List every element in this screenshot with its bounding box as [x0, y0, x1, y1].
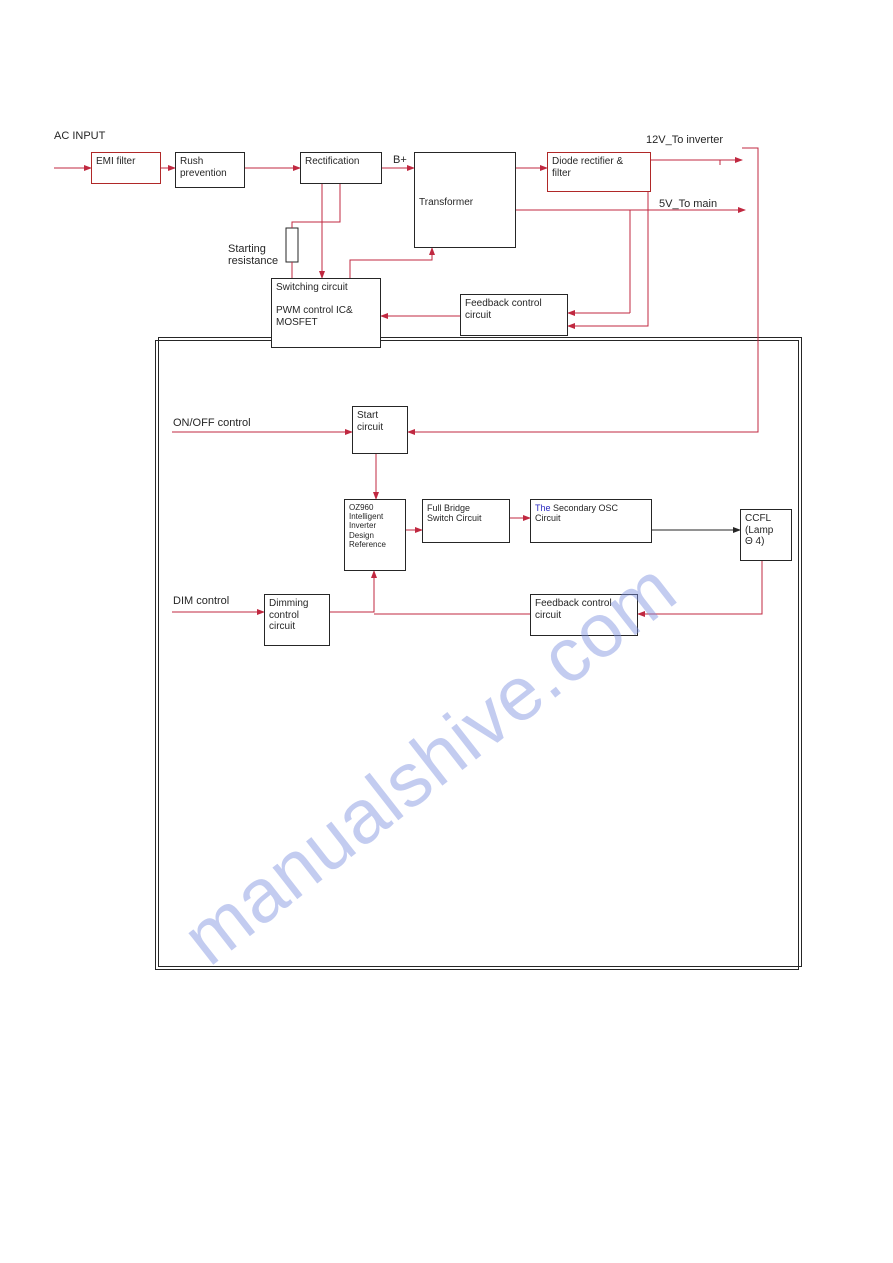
block-emi: EMI filter	[91, 152, 161, 184]
block-bridge: Full BridgeSwitch Circuit	[422, 499, 510, 543]
block-dimc: Dimmingcontrolcircuit	[264, 594, 330, 646]
label-b-plus: B+	[393, 154, 407, 166]
label-starting: Startingresistance	[228, 243, 278, 267]
label-dim: DIM control	[173, 595, 229, 607]
block-oz: OZ960IntelligentInverterDesignReference	[344, 499, 406, 571]
block-start: Startcircuit	[352, 406, 408, 454]
label-ac-input: AC INPUT	[54, 130, 105, 142]
block-fb2: Feedback controlcircuit	[530, 594, 638, 636]
block-ccfl: CCFL(LampΘ 4)	[740, 509, 792, 561]
block-fb1: Feedback controlcircuit	[460, 294, 568, 336]
block-rush: Rushprevention	[175, 152, 245, 188]
label-onoff: ON/OFF control	[173, 417, 251, 429]
block-rect: Rectification	[300, 152, 382, 184]
block-switch: Switching circuitPWM control IC&MOSFET	[271, 278, 381, 348]
block-xfmr: Transformer	[414, 152, 516, 248]
label-5v: 5V_To main	[659, 198, 717, 210]
block-diode: Diode rectifier &filter	[547, 152, 651, 192]
label-12v: 12V_To inverter	[646, 134, 723, 146]
block-osc: The Secondary OSCCircuit	[530, 499, 652, 543]
